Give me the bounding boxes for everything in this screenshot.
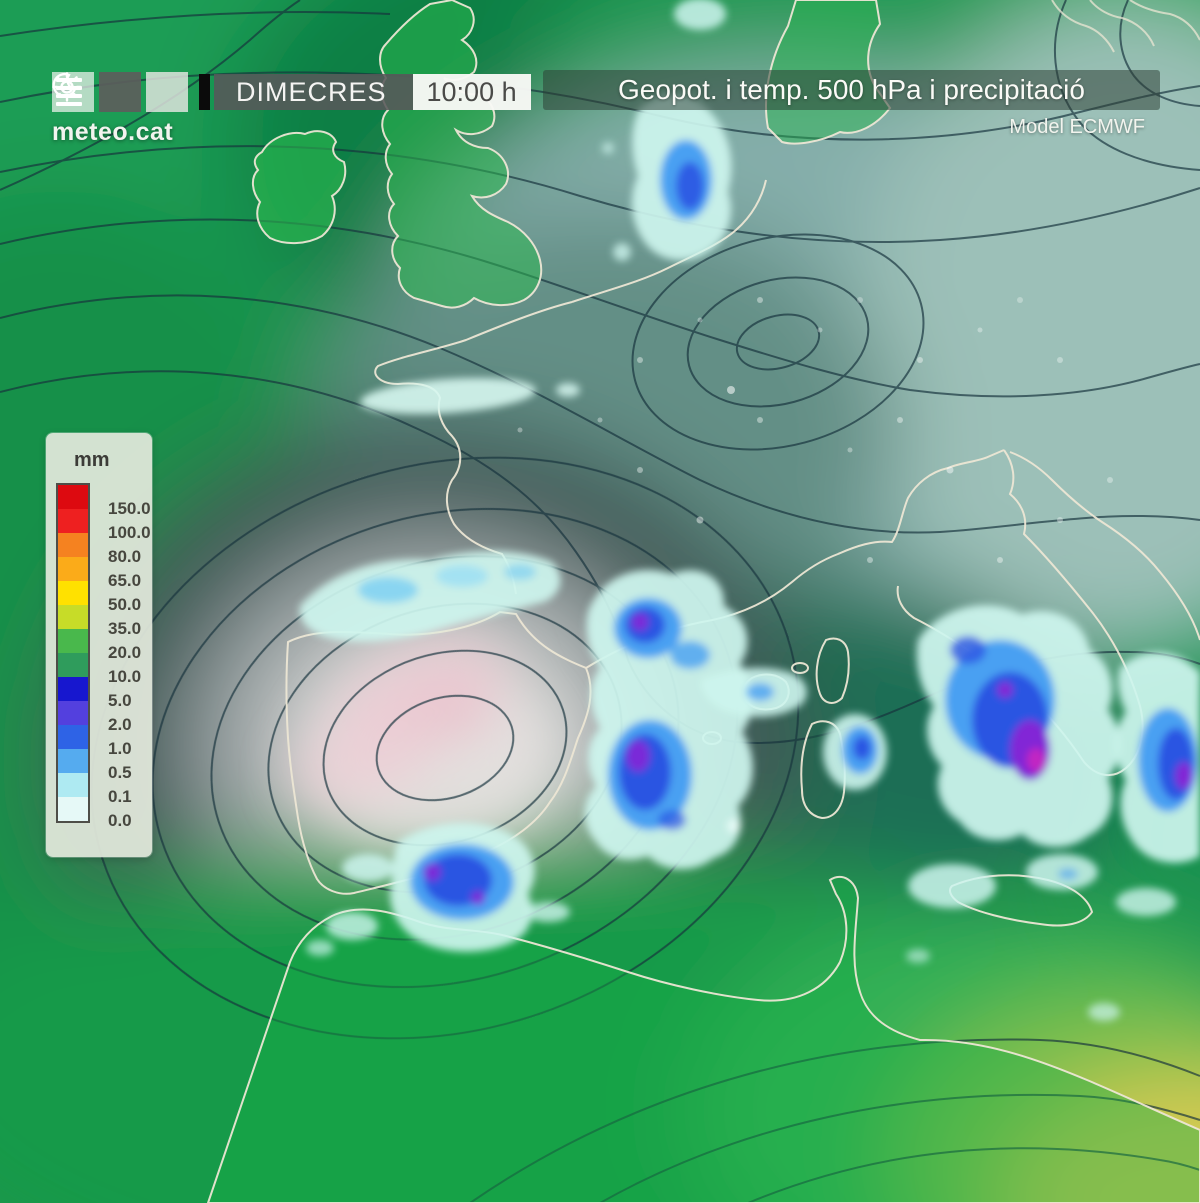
coast-menorca xyxy=(791,662,809,674)
legend-value-label: 50.0 xyxy=(108,595,142,614)
day-mode-button[interactable] xyxy=(52,72,141,112)
legend-segment xyxy=(58,701,88,725)
legend-segment xyxy=(58,485,88,509)
legend-value-label: 0.5 xyxy=(108,763,132,782)
speckles xyxy=(517,297,1113,563)
coast-croatia xyxy=(1009,451,1200,641)
map-title-bar: Geopot. i temp. 500 hPa i precipitació xyxy=(543,70,1160,110)
legend-value-label: 5.0 xyxy=(108,691,132,710)
low-center-warm-core xyxy=(291,638,548,850)
legend-segment xyxy=(58,605,88,629)
time-bar: DIMECRES 10:00 h xyxy=(199,74,531,110)
legend-value-label: 1.0 xyxy=(108,739,132,758)
brand-logo-text[interactable]: meteo.cat xyxy=(52,118,174,146)
coast-ireland xyxy=(252,130,347,244)
legend-value-label: 100.0 xyxy=(108,523,151,542)
moon-icon xyxy=(52,73,77,98)
legend-unit-label: mm xyxy=(74,449,110,471)
legend-value-label: 35.0 xyxy=(108,619,142,638)
legend-value-label: 10.0 xyxy=(108,667,142,686)
timeline-tick xyxy=(199,74,210,110)
legend-segment xyxy=(58,533,88,557)
legend-segment xyxy=(58,509,88,533)
precipitation-legend: mm 150.0 100.0 80.0 65.0 50.0 35.0 20.0 10.0 5.0… xyxy=(46,433,152,857)
legend-color-bar: 150.0 100.0 80.0 65.0 50.0 35.0 20.0 10.0 5.0 2.0… xyxy=(56,483,151,830)
legend-value-label: 80.0 xyxy=(108,547,142,566)
legend-segment xyxy=(58,773,88,797)
legend-value-label: 0.0 xyxy=(108,811,132,830)
legend-value-label: 2.0 xyxy=(108,715,132,734)
brand-block: meteo.cat xyxy=(52,72,188,147)
precipitation-layer xyxy=(299,0,1200,1021)
legend-value-label: 65.0 xyxy=(108,571,142,590)
legend-segment xyxy=(58,581,88,605)
legend-segment xyxy=(58,677,88,701)
legend-value-label: 0.1 xyxy=(108,787,132,806)
legend-value-label: 150.0 xyxy=(108,499,151,518)
day-label: DIMECRES xyxy=(214,74,413,110)
model-label: Model ECMWF xyxy=(1009,116,1145,138)
brand-icon-row xyxy=(52,72,188,112)
map-title: Geopot. i temp. 500 hPa i precipitació xyxy=(618,74,1085,105)
legend-segment xyxy=(58,797,88,821)
legend-segment xyxy=(58,725,88,749)
legend-value-label: 20.0 xyxy=(108,643,142,662)
legend-segment xyxy=(58,557,88,581)
time-label: 10:00 h xyxy=(412,74,531,110)
legend-segment xyxy=(58,629,88,653)
coast-norway-fjords xyxy=(1051,0,1200,53)
night-mode-button[interactable] xyxy=(52,72,188,112)
coast-corsica xyxy=(815,637,850,704)
legend-segment xyxy=(58,749,88,773)
legend-segment xyxy=(58,653,88,677)
